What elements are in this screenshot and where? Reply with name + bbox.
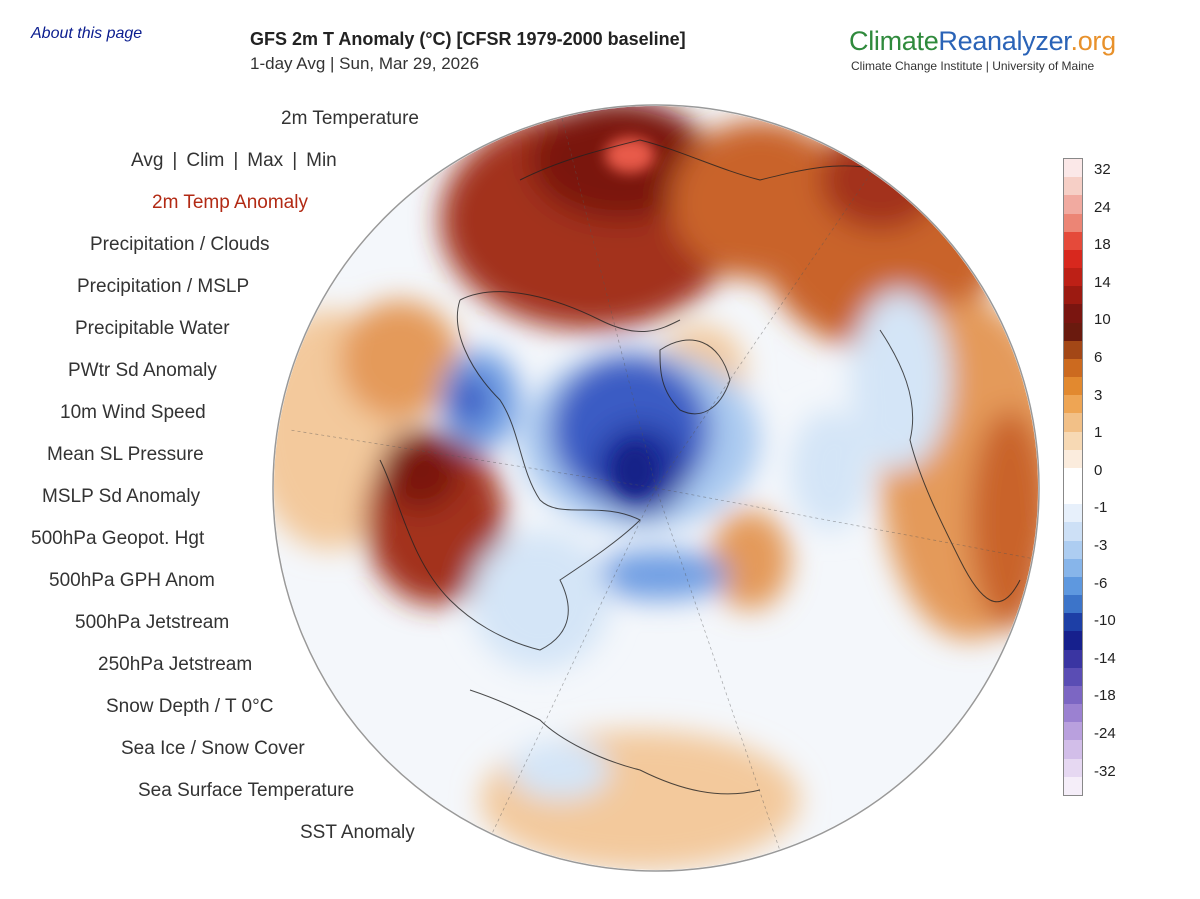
colorbar-segment	[1064, 286, 1082, 305]
colorbar-segment	[1064, 522, 1082, 542]
colorbar-segment	[1064, 358, 1082, 378]
colorbar-segment	[1064, 685, 1082, 705]
colorbar-segment	[1064, 504, 1082, 523]
brand-part-org: .org	[1070, 26, 1117, 56]
menu-item-precipitation-clouds[interactable]: Precipitation / Clouds	[90, 234, 270, 255]
colorbar-segment	[1064, 431, 1082, 451]
about-page-link[interactable]: About this page	[31, 25, 143, 42]
menu-item-snow-depth[interactable]: Snow Depth / T 0°C	[106, 696, 274, 717]
menu-item-sea-ice-snow-cover[interactable]: Sea Ice / Snow Cover	[121, 738, 305, 759]
colorbar-segment	[1064, 467, 1082, 487]
sub-item-max[interactable]: Max	[247, 150, 284, 171]
colorbar-tick-label: -3	[1094, 537, 1108, 554]
colorbar-segment	[1064, 595, 1082, 614]
menu-item-500hpa-jetstream[interactable]: 500hPa Jetstream	[75, 612, 230, 633]
brand-part-reanalyzer: Reanalyzer	[938, 26, 1071, 56]
menu-item-precipitable-water[interactable]: Precipitable Water	[75, 318, 230, 339]
colorbar-segment	[1064, 613, 1082, 632]
menu-item-pwtr-sd-anomaly[interactable]: PWtr Sd Anomaly	[68, 360, 217, 381]
graticule	[289, 109, 1038, 870]
menu-item-mean-sl-pressure[interactable]: Mean SL Pressure	[47, 444, 204, 465]
colorbar-segment	[1064, 667, 1082, 687]
colorbar-segment	[1064, 449, 1082, 469]
colorbar-segment	[1064, 395, 1082, 414]
sub-separator: |	[172, 150, 178, 171]
colorbar-tick-label: 14	[1094, 273, 1111, 291]
colorbar-segment	[1064, 377, 1082, 396]
colorbar-segment	[1064, 177, 1082, 196]
menu-item-precipitation-mslp[interactable]: Precipitation / MSLP	[77, 276, 250, 297]
colorbar-tick-label: 0	[1094, 461, 1103, 479]
colorbar-segment	[1064, 486, 1082, 505]
colorbar-tick-label: -10	[1094, 612, 1116, 630]
colorbar-tick-label: 24	[1094, 198, 1111, 216]
anomaly-field	[274, 106, 1038, 870]
climate-reanalyzer-logo[interactable]: ClimateReanalyzer.org	[849, 26, 1116, 57]
menu-item-500hpa-gph-anom[interactable]: 500hPa GPH Anom	[49, 570, 215, 591]
menu-item-250hpa-jetstream[interactable]: 250hPa Jetstream	[98, 654, 253, 675]
temperature-sub-menu: Avg | Clim | Max | Min	[131, 150, 337, 172]
colorbar-segment	[1064, 413, 1082, 433]
brand-part-climate: Climate	[849, 26, 939, 56]
colorbar-segment	[1064, 704, 1082, 723]
colorbar-segment	[1064, 231, 1082, 251]
colorbar-segment	[1064, 558, 1082, 578]
menu-item-mslp-sd-anomaly[interactable]: MSLP Sd Anomaly	[42, 486, 201, 507]
colorbar-segment	[1064, 159, 1082, 178]
colorbar-segment	[1064, 776, 1082, 796]
colorbar-segment	[1064, 195, 1082, 214]
colorbar-segment	[1064, 576, 1082, 596]
colorbar-segment	[1064, 722, 1082, 741]
coastlines	[379, 139, 1021, 795]
colorbar-tick-label: -18	[1094, 687, 1116, 705]
colorbar-segment	[1064, 249, 1082, 269]
menu-item-sst-anomaly[interactable]: SST Anomaly	[300, 822, 415, 843]
colorbar-tick-label: 32	[1094, 161, 1111, 178]
colorbar-segment	[1064, 304, 1082, 324]
colorbar-segment	[1064, 540, 1082, 560]
colorbar-segment	[1064, 631, 1082, 651]
menu-item-sea-surface-temperature[interactable]: Sea Surface Temperature	[138, 780, 355, 801]
colorbar-segment	[1064, 740, 1082, 760]
sub-item-min[interactable]: Min	[306, 150, 337, 171]
globe-outline	[272, 104, 1040, 872]
colorbar-tick-label: 3	[1094, 386, 1103, 404]
colorbar-tick-label: -6	[1094, 574, 1108, 592]
colorbar-segment	[1064, 322, 1082, 342]
colorbar-segment	[1064, 268, 1082, 287]
brand-subline: Climate Change Institute | University of…	[851, 59, 1095, 73]
menu-item-10m-wind-speed[interactable]: 10m Wind Speed	[60, 402, 206, 423]
colorbar-tick-label: -32	[1094, 762, 1116, 780]
colorbar-tick-label: 6	[1094, 349, 1103, 366]
colorbar-tick-label: 1	[1094, 424, 1103, 442]
colorbar-segment	[1064, 758, 1082, 778]
sub-item-clim[interactable]: Clim	[186, 150, 225, 171]
sub-separator: |	[233, 150, 239, 171]
map-title: GFS 2m T Anomaly (°C) [CFSR 1979-2000 ba…	[250, 29, 686, 49]
map-subtitle: 1-day Avg | Sun, Mar 29, 2026	[250, 54, 480, 73]
colorbar-segment	[1064, 649, 1082, 669]
colorbar-segment	[1064, 213, 1082, 233]
menu-item-2m-temp-anomaly[interactable]: 2m Temp Anomaly	[152, 192, 308, 213]
sub-item-avg[interactable]: Avg	[131, 150, 164, 171]
colorbar-tick-label: -1	[1094, 499, 1108, 517]
menu-item-500hpa-geopot-hgt[interactable]: 500hPa Geopot. Hgt	[31, 528, 205, 549]
sub-separator: |	[292, 150, 298, 171]
colorbar-tick-label: -14	[1094, 649, 1116, 667]
colorbar	[1063, 158, 1083, 796]
menu-heading-2m-temperature[interactable]: 2m Temperature	[281, 108, 419, 129]
colorbar-tick-label: -24	[1094, 725, 1116, 742]
colorbar-tick-label: 18	[1094, 236, 1111, 254]
colorbar-segment	[1064, 340, 1082, 360]
colorbar-tick-label: 10	[1094, 311, 1111, 329]
